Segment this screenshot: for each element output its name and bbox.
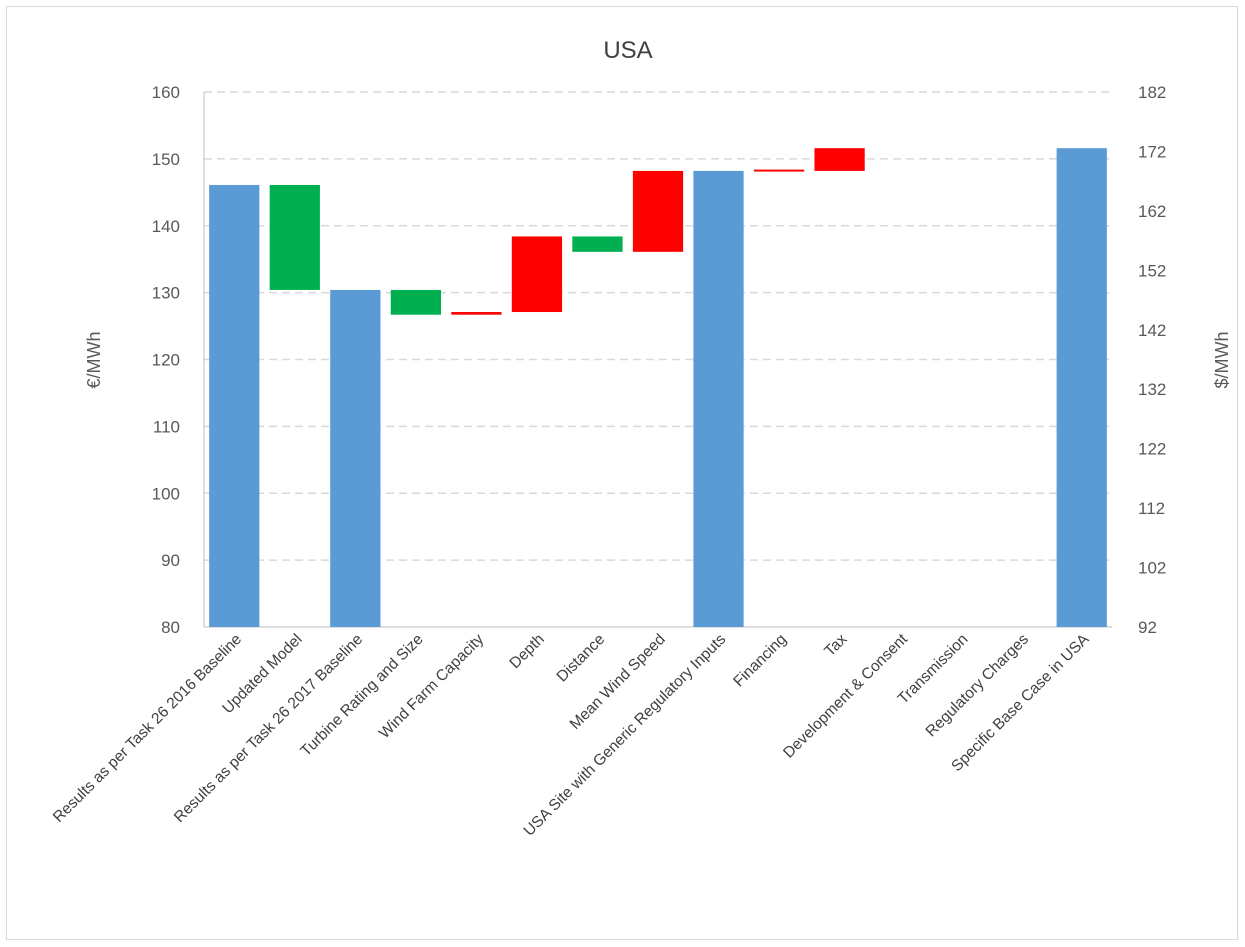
bar-increase — [511, 236, 563, 313]
y2-tick-label: 172 — [1138, 142, 1166, 161]
secondary-y-axis-ticks: 92 102 112 122 132 142 152 162 172 182 — [1138, 83, 1166, 637]
bar-total — [330, 289, 381, 627]
y2-tick-label: 132 — [1138, 380, 1166, 399]
bars — [209, 148, 1107, 628]
category-label: Financing — [730, 631, 790, 691]
bar-total — [209, 184, 260, 628]
bar-increase — [451, 312, 502, 315]
bar-total — [693, 170, 744, 627]
category-label: Development & Consent — [780, 630, 911, 761]
y-tick-label: 130 — [152, 284, 180, 303]
y-tick-label: 110 — [153, 417, 180, 436]
chart-title: USA — [603, 37, 652, 64]
y-tick-label: 160 — [152, 83, 180, 102]
y2-tick-label: 152 — [1138, 261, 1166, 280]
y-tick-label: 80 — [161, 618, 180, 637]
bar-decrease — [269, 184, 320, 290]
category-labels: Results as per Task 26 2016 BaselineUpda… — [50, 630, 1093, 839]
y-tick-label: 100 — [152, 484, 180, 503]
y2-tick-label: 162 — [1138, 202, 1166, 221]
gridlines — [203, 91, 1112, 628]
category-label: Distance — [554, 631, 609, 686]
y2-tick-label: 92 — [1138, 618, 1157, 637]
category-label: Tax — [821, 631, 850, 660]
bar-increase — [632, 170, 684, 252]
y2-tick-label: 112 — [1138, 499, 1165, 518]
bar-increase — [753, 169, 805, 172]
category-label: Wind Farm Capacity — [376, 631, 487, 742]
bar-decrease — [390, 289, 441, 315]
y-tick-label: 120 — [152, 351, 180, 370]
bar-total — [1056, 148, 1107, 628]
category-label: Regulatory Charges — [923, 631, 1033, 741]
category-label: Depth — [506, 631, 547, 672]
bar-decrease — [572, 236, 623, 252]
category-label: Turbine Rating and Size — [297, 631, 426, 760]
y-tick-label: 140 — [152, 217, 180, 236]
y2-tick-label: 182 — [1138, 83, 1166, 102]
y2-tick-label: 142 — [1138, 321, 1166, 340]
secondary-y-axis-title: $/MWh — [1212, 331, 1232, 388]
y-tick-label: 90 — [161, 551, 180, 570]
category-label: Results as per Task 26 2016 Baseline — [50, 631, 245, 826]
y2-tick-label: 102 — [1138, 559, 1166, 578]
bar-increase — [814, 148, 865, 171]
y-axis-ticks: 80 90 100 110 120 130 140 150 160 — [152, 83, 180, 637]
y2-tick-label: 122 — [1138, 440, 1166, 459]
y-tick-label: 150 — [152, 150, 180, 169]
y-axis-title: €/MWh — [84, 331, 104, 388]
